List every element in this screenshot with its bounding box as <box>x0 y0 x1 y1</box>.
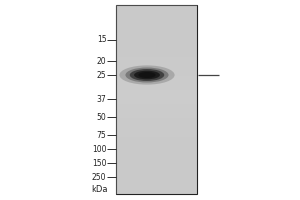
Bar <box>116 19 196 24</box>
Bar <box>116 137 196 142</box>
Bar <box>116 161 196 166</box>
Text: 75: 75 <box>97 130 106 140</box>
Text: 15: 15 <box>97 36 106 45</box>
Text: 25: 25 <box>97 71 106 79</box>
Bar <box>116 71 196 76</box>
Ellipse shape <box>134 71 160 79</box>
Ellipse shape <box>119 65 175 85</box>
Bar <box>116 118 196 123</box>
Bar <box>116 123 196 128</box>
Ellipse shape <box>138 72 156 78</box>
Bar <box>116 62 196 66</box>
Text: 37: 37 <box>97 95 106 104</box>
Text: kDa: kDa <box>92 186 108 194</box>
Text: 20: 20 <box>97 56 106 66</box>
Bar <box>116 38 196 43</box>
Bar <box>116 114 196 118</box>
Ellipse shape <box>125 68 169 82</box>
Bar <box>116 175 196 180</box>
Bar <box>116 151 196 156</box>
Bar <box>116 14 196 19</box>
Bar <box>116 76 196 81</box>
Bar <box>116 128 196 133</box>
Bar <box>116 166 196 170</box>
Bar <box>116 95 196 100</box>
Bar <box>116 24 196 29</box>
Bar <box>116 104 196 109</box>
Bar <box>116 109 196 114</box>
Bar <box>116 170 196 175</box>
Bar <box>116 57 196 62</box>
Bar <box>116 5 196 10</box>
Bar <box>116 156 196 161</box>
Bar <box>116 48 196 52</box>
Text: 100: 100 <box>92 144 106 154</box>
Text: 250: 250 <box>92 172 106 182</box>
Bar <box>116 81 196 85</box>
Bar <box>116 147 196 151</box>
Text: 50: 50 <box>97 112 106 121</box>
Bar <box>116 180 196 185</box>
Bar <box>116 90 196 95</box>
Bar <box>116 29 196 33</box>
Bar <box>116 85 196 90</box>
Bar <box>116 133 196 137</box>
Bar <box>116 33 196 38</box>
Text: 150: 150 <box>92 158 106 168</box>
Bar <box>116 189 196 194</box>
Bar <box>116 43 196 48</box>
Bar <box>116 185 196 189</box>
Bar <box>116 52 196 57</box>
Bar <box>116 5 196 194</box>
Bar <box>116 66 196 71</box>
Bar <box>116 99 196 104</box>
Bar <box>116 10 196 14</box>
Bar <box>116 142 196 147</box>
Ellipse shape <box>130 69 164 81</box>
